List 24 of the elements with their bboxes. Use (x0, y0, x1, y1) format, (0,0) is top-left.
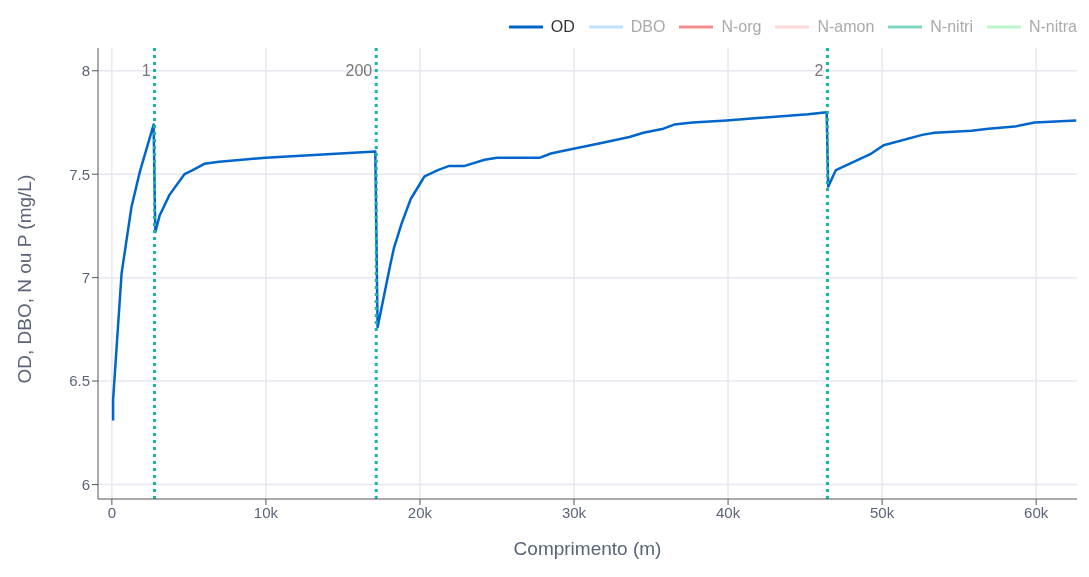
x-tick-label: 0 (107, 503, 117, 521)
annotation: 2 (814, 62, 824, 80)
x-axis-title: Comprimento (m) (513, 538, 662, 559)
legend-label: N-amon (817, 18, 875, 36)
legend-label: DBO (630, 18, 666, 36)
x-tick-label: 50k (870, 503, 895, 521)
legend-label: N-nitra (1028, 18, 1077, 36)
x-tick-label: 20k (407, 503, 433, 521)
x-tick-label: 60k (1024, 503, 1049, 521)
y-tick-label: 6.5 (69, 372, 90, 390)
y-tick-label: 8 (81, 62, 90, 80)
x-tick-label: 40k (715, 503, 741, 521)
y-tick-label: 7 (81, 268, 90, 286)
y-tick-label: 7.5 (69, 165, 90, 183)
y-axis-title: OD, DBO, N ou P (mg/L) (13, 174, 35, 384)
annotation: 1 (141, 62, 151, 80)
legend-label: N-org (721, 18, 762, 36)
x-tick-label: 10k (253, 503, 279, 521)
legend-label: OD (550, 18, 575, 36)
legend-label: N-nitri (930, 18, 973, 36)
y-tick-label: 6 (81, 475, 90, 493)
x-tick-label: 30k (561, 503, 587, 521)
annotation: 200 (345, 62, 373, 80)
line-series (111, 110, 1077, 422)
